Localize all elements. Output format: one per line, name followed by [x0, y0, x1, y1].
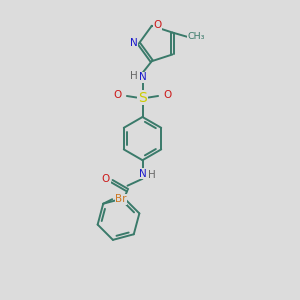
Text: O: O	[102, 174, 110, 184]
Text: CH₃: CH₃	[188, 32, 205, 41]
Text: O: O	[163, 90, 171, 100]
Text: S: S	[138, 91, 147, 104]
Text: O: O	[114, 90, 122, 100]
Text: Br: Br	[116, 194, 127, 204]
Text: N: N	[130, 38, 137, 48]
Text: O: O	[153, 20, 161, 30]
Text: H: H	[130, 71, 138, 81]
Text: N: N	[139, 169, 146, 179]
Text: H: H	[148, 170, 156, 180]
Text: N: N	[139, 72, 146, 82]
